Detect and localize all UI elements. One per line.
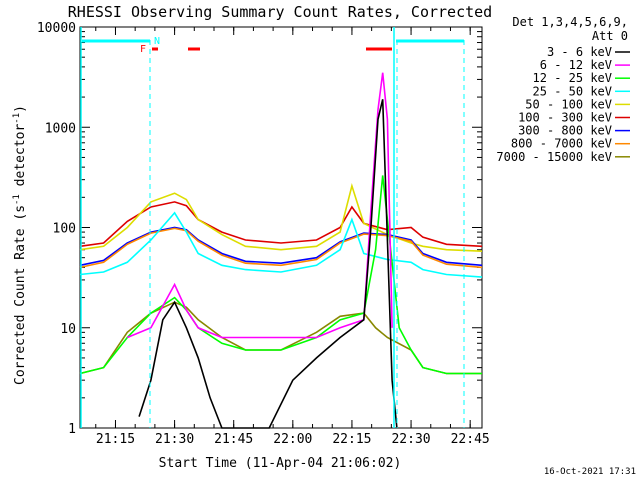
date-stamp: 16-Oct-2021 17:31 [544, 467, 636, 477]
x-tick-label: 22:45 [451, 432, 490, 447]
legend-entry-label: 6 - 12 keV [540, 58, 612, 72]
legend-entry-label: 100 - 300 keV [518, 111, 612, 125]
x-axis: 21:15 21:30 21:45 22:00 22:15 22:30 22:45 [95, 27, 490, 447]
legend-subtitle: Att 0 [592, 29, 628, 43]
flare-flag-label: F [140, 44, 146, 55]
y-tick-label: 1000 [45, 121, 76, 136]
plot-area [79, 26, 483, 429]
night-flag-label: N [154, 36, 160, 47]
legend-entry-label: 12 - 25 keV [533, 71, 612, 85]
y-axis-label-sup2: -1 [12, 113, 22, 124]
flag-overlays: FN [80, 27, 465, 428]
series-line-100to300keV [79, 201, 483, 248]
plot-frame [79, 26, 483, 429]
series-line-300to800keV [79, 226, 483, 267]
y-axis-label: Corrected Count Rate (s-1 detector-1) [12, 105, 28, 385]
x-tick-label: 21:15 [96, 432, 135, 447]
series-line-800to7000keV [79, 227, 483, 269]
x-tick-label: 22:15 [332, 432, 371, 447]
y-tick-label: 100 [53, 222, 76, 237]
legend-entry-label: 3 - 6 keV [547, 45, 612, 59]
data-curves [79, 72, 483, 429]
series-line-12to25keV [79, 175, 482, 375]
y-axis-label-end: ) [13, 105, 28, 113]
x-tick-label: 21:30 [155, 432, 194, 447]
legend-entry-label: 50 - 100 keV [525, 97, 612, 111]
y-axis-label-start: Corrected Count Rate (s [13, 205, 28, 385]
legend-title: Det 1,3,4,5,6,9, [512, 15, 628, 29]
y-tick-label: 1 [68, 422, 76, 437]
series-line-6to12keV [126, 72, 393, 339]
legend-entry-label: 800 - 7000 keV [511, 137, 612, 151]
series-line-25to50keV [79, 211, 483, 278]
y-axis-label-mid: detector [13, 124, 28, 195]
x-tick-label: 21:45 [214, 432, 253, 447]
legend-entry-label: 25 - 50 keV [533, 84, 612, 98]
x-tick-label: 22:00 [273, 432, 312, 447]
legend-entry-label: 7000 - 15000 keV [496, 150, 612, 164]
y-axis-label-sup1: -1 [12, 194, 22, 205]
y-tick-label: 10 [60, 322, 76, 337]
chart-title: RHESSI Observing Summary Count Rates, Co… [68, 3, 492, 21]
x-tick-label: 22:30 [391, 432, 430, 447]
series-line-3to6keV [138, 99, 398, 429]
legend-entry-label: 300 - 800 keV [518, 124, 612, 138]
series-line-50to100keV [79, 182, 483, 252]
y-axis: 1 10 100 1000 10000 [37, 21, 482, 437]
y-tick-label: 10000 [37, 21, 76, 36]
x-axis-label: Start Time (11-Apr-04 21:06:02) [159, 456, 402, 471]
